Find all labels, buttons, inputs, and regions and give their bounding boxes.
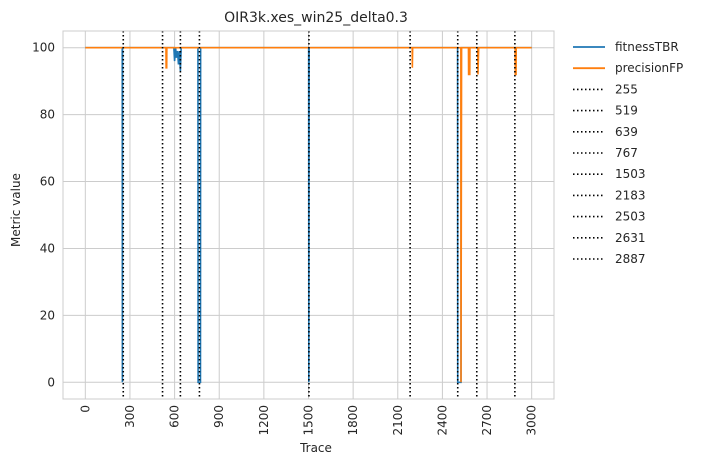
legend-label: 1503	[615, 167, 646, 181]
x-tick-label: 300	[123, 405, 137, 428]
legend-label: 2887	[615, 252, 646, 266]
x-tick-label: 1800	[346, 405, 360, 436]
legend-label: precisionFP	[615, 61, 683, 75]
x-tick-label: 2400	[435, 405, 449, 436]
vline-layer	[122, 31, 516, 399]
x-tick-label: 1200	[257, 405, 271, 436]
series-line-precisionFP	[85, 46, 532, 383]
y-tick-label: 0	[47, 375, 55, 389]
y-tick-label: 20	[40, 308, 55, 322]
legend-label: 2503	[615, 210, 646, 224]
x-tick-label: 600	[168, 405, 182, 428]
x-axis-label: Trace	[299, 441, 332, 455]
y-tick-label: 40	[40, 241, 55, 255]
x-tick-label: 1500	[302, 405, 316, 436]
legend-label: fitnessTBR	[615, 40, 679, 54]
legend: fitnessTBR precisionFP 255 519 639 767 1503 218…	[573, 40, 683, 266]
y-tick-label: 100	[32, 41, 55, 55]
legend-label: 519	[615, 104, 638, 118]
x-tick-labels: 0 300 600 900 1200 1500 1800 2100 2400 2700 3000	[78, 405, 538, 436]
y-axis-label: Metric value	[9, 173, 23, 247]
y-tick-labels: 0 20 40 60 80 100	[32, 41, 55, 390]
x-tick-label: 3000	[525, 405, 539, 436]
x-tick-label: 2700	[480, 405, 494, 436]
plot-frame	[62, 30, 555, 400]
chart-title: OIR3k.xes_win25_delta0.3	[224, 10, 408, 26]
x-tick-label: 2100	[391, 405, 405, 436]
legend-label: 255	[615, 82, 638, 96]
legend-label: 2183	[615, 188, 646, 202]
legend-label: 639	[615, 125, 638, 139]
x-tick-label: 0	[78, 405, 92, 413]
x-tick-label: 900	[212, 405, 226, 428]
legend-label: 2631	[615, 231, 646, 245]
y-tick-label: 60	[40, 175, 55, 189]
legend-label: 767	[615, 146, 638, 160]
y-tick-label: 80	[40, 108, 55, 122]
